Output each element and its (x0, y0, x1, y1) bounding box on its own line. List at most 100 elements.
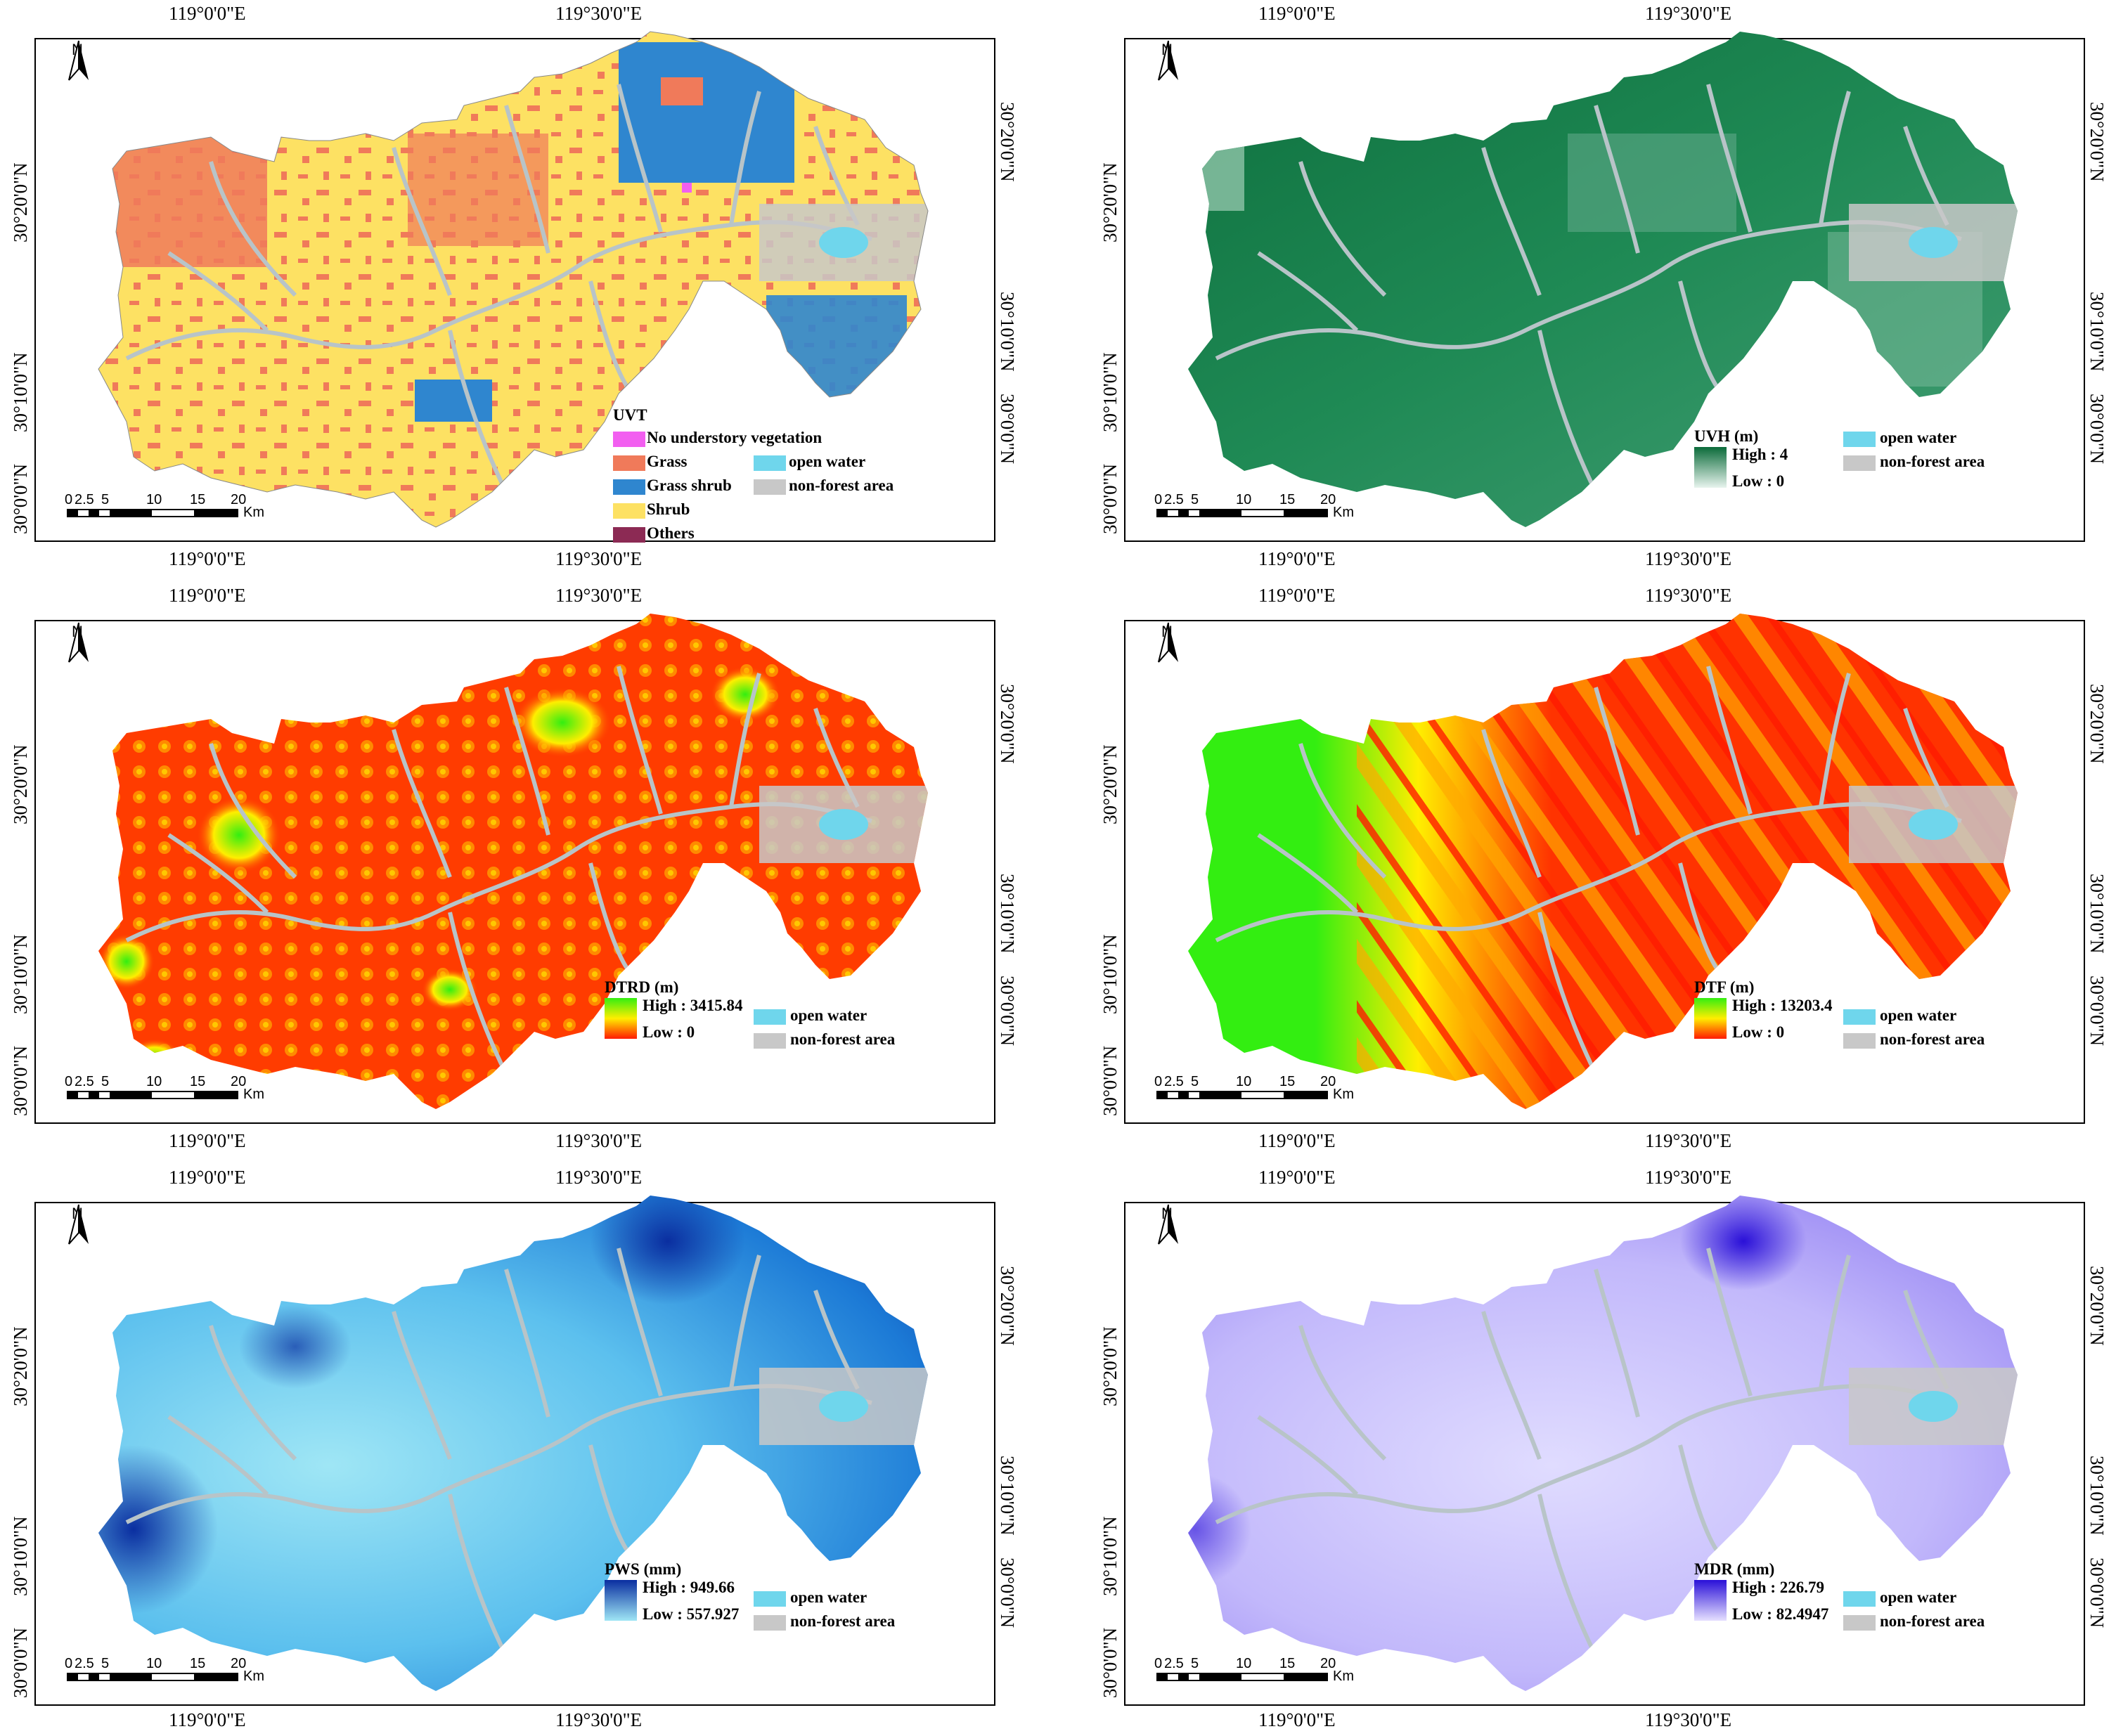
river-line (167, 833, 269, 914)
lat-label-right-1: 30°20'0"N (997, 684, 1018, 764)
river-line (448, 330, 508, 493)
scale-tick-2-5: 2.5 (75, 1074, 94, 1089)
lat-label-right-3: 30°0'0"N (2086, 1557, 2108, 1628)
legend-title: UVT (613, 406, 647, 424)
legend-swatch-open-water (754, 1009, 786, 1025)
river-line (167, 1415, 269, 1496)
legend-high-label: High : 949.66 (643, 1579, 735, 1596)
lat-label-right-1: 30°20'0"N (2086, 684, 2108, 764)
river-line (1594, 687, 1640, 836)
scale-bar: 0 2.5 5 10 15 20 Km (1154, 1656, 1379, 1684)
legend-swatch-non-forest (1843, 455, 1876, 471)
legend-label-open-water: open water (790, 1006, 867, 1024)
river-line (448, 912, 508, 1075)
map-frame (1124, 38, 2085, 542)
map-panel-mdr: N 119°0'0"E 119°30'0"E 119°0'0"E 119°30'… (1090, 1164, 2116, 1730)
scale-tick-15: 15 (1279, 1074, 1296, 1089)
map-canvas-dtf (1124, 614, 2085, 1124)
lon-label-bottom-1: 119°0'0"E (1258, 1130, 1336, 1151)
lon-label-top-1: 119°0'0"E (169, 1167, 246, 1188)
scale-tick-0: 0 (65, 492, 73, 507)
legend-title: DTF (m) (1694, 978, 1755, 996)
river-line (392, 1311, 452, 1460)
lon-label-top-2: 119°30'0"E (555, 1167, 643, 1188)
scale-tick-5: 5 (101, 492, 110, 507)
scale-tick-2-5: 2.5 (75, 492, 94, 507)
scale-bar-graphic (1156, 509, 1328, 517)
lon-label-bottom-1: 119°0'0"E (1258, 1709, 1336, 1730)
north-arrow: N (1157, 622, 1178, 663)
legend-low-label: Low : 82.4947 (1732, 1605, 1829, 1623)
north-arrow-icon (68, 622, 89, 663)
scale-tick-10: 10 (146, 492, 162, 507)
legend-swatch-open-water (754, 455, 786, 471)
north-arrow-icon (1158, 622, 1178, 663)
lat-label-right-2: 30°10'0"N (2086, 292, 2108, 372)
legend-ramp (605, 1580, 637, 1621)
legend-dtf: DTF (m) High : 13203.4 Low : 0 open wate… (1694, 978, 2046, 1049)
scale-bar-graphic (67, 1673, 238, 1681)
north-arrow-icon (1158, 1204, 1178, 1245)
legend-label-non-forest: non-forest area (1880, 453, 1985, 470)
river-line (1537, 330, 1598, 493)
lat-label-left-2: 30°10'0"N (10, 352, 31, 432)
legend-pws: PWS (mm) High : 949.66 Low : 557.927 ope… (605, 1560, 956, 1631)
lon-label-top-1: 119°0'0"E (169, 3, 246, 24)
river-line (1215, 1384, 1962, 1524)
legend-swatch-open-water (1843, 1009, 1876, 1025)
map-frame (1124, 1202, 2085, 1706)
legend-mdr: MDR (mm) High : 226.79 Low : 82.4947 ope… (1694, 1560, 2046, 1631)
legend-label-no-understory: No understory vegetation (647, 429, 822, 446)
legend-high-label: High : 3415.84 (643, 997, 743, 1014)
scale-bar: 0 2.5 5 10 15 20 Km (1154, 492, 1379, 520)
lon-label-top-2: 119°30'0"E (1645, 1167, 1732, 1188)
river-line (504, 105, 550, 254)
river-line (1298, 161, 1387, 297)
legend-label-open-water: open water (790, 1588, 867, 1606)
lon-label-top-2: 119°30'0"E (555, 3, 643, 24)
lat-label-left-1: 30°20'0"N (1099, 744, 1121, 824)
lat-label-left-1: 30°20'0"N (1099, 1326, 1121, 1406)
lon-label-bottom-1: 119°0'0"E (169, 1130, 246, 1151)
lat-label-right-3: 30°0'0"N (2086, 394, 2108, 465)
legend-low-label: Low : 557.927 (643, 1605, 740, 1623)
river-line (1537, 912, 1598, 1075)
scale-bar: 0 2.5 5 10 15 20 Km (65, 1656, 290, 1684)
lat-label-right-1: 30°20'0"N (997, 102, 1018, 182)
river-line (729, 1255, 761, 1390)
north-arrow-icon (68, 1204, 89, 1245)
river-line (1594, 105, 1640, 254)
legend-uvh: UVH (m) High : 4 Low : 0 open water non-… (1694, 427, 2046, 498)
river-line (617, 1248, 663, 1397)
legend-swatch-open-water (1843, 432, 1876, 447)
scale-bar: 0 2.5 5 10 15 20 Km (1154, 1074, 1379, 1102)
scale-unit: Km (1333, 1087, 1354, 1102)
river-line (125, 220, 872, 361)
scale-tick-15: 15 (1279, 1656, 1296, 1671)
north-arrow: N (67, 40, 89, 81)
scale-tick-0: 0 (1154, 1074, 1163, 1089)
lat-label-left-1: 30°20'0"N (1099, 162, 1121, 242)
lat-label-left-2: 30°10'0"N (10, 1516, 31, 1596)
legend-swatch-open-water (754, 1591, 786, 1607)
legend-title: PWS (mm) (605, 1560, 682, 1578)
river-line (209, 1325, 297, 1461)
legend-label-others: Others (647, 524, 695, 542)
lat-label-right-1: 30°20'0"N (997, 1266, 1018, 1346)
scale-tick-20: 20 (231, 1074, 247, 1089)
lon-label-top-1: 119°0'0"E (169, 585, 246, 606)
legend-swatch-non-forest (754, 1615, 786, 1631)
river-line (125, 802, 872, 943)
lon-label-bottom-2: 119°30'0"E (555, 1709, 643, 1730)
lat-label-right-2: 30°10'0"N (2086, 1456, 2108, 1536)
scale-tick-5: 5 (101, 1656, 110, 1671)
lat-label-left-3: 30°0'0"N (10, 1045, 31, 1116)
scale-tick-10: 10 (146, 1656, 162, 1671)
river-line (729, 673, 761, 808)
legend-swatch-no-understory (613, 432, 645, 447)
scale-tick-10: 10 (1236, 492, 1252, 507)
map-canvas-mdr (1124, 1196, 2085, 1706)
legend-high-label: High : 13203.4 (1732, 997, 1833, 1014)
legend-ramp (605, 998, 637, 1039)
river-line (448, 1494, 508, 1657)
